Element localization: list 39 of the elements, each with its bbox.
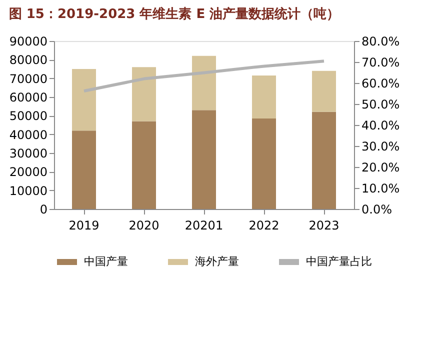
bar [72, 69, 96, 131]
legend-label: 中国产量 [84, 255, 128, 268]
y2-tick-label: 50.0% [362, 98, 400, 112]
bar [132, 121, 156, 209]
chart-title: 图 15：2019-2023 年维生素 E 油产量数据统计（吨） [8, 6, 340, 22]
legend-label: 海外产量 [195, 255, 239, 268]
x-tick-label: 2019 [68, 218, 100, 232]
bar [252, 118, 276, 209]
y2-tick-label: 20.0% [362, 160, 400, 174]
y-tick-label: 0 [40, 202, 48, 216]
bar [252, 76, 276, 118]
x-tick-label: 20201 [184, 218, 224, 232]
bar [72, 130, 96, 209]
y-tick-label: 90000 [9, 34, 48, 48]
x-tick-label: 2022 [248, 218, 280, 232]
y-tick-label: 60000 [9, 90, 48, 104]
y-tick-label: 10000 [9, 184, 48, 198]
y2-tick-label: 30.0% [362, 140, 400, 154]
y2-tick-label: 0.0% [362, 202, 392, 216]
y-tick-label: 50000 [9, 109, 48, 124]
y-tick-label: 40000 [9, 128, 48, 142]
x-tick-label: 2020 [128, 218, 160, 232]
bar [192, 56, 216, 110]
y2-tick-label: 10.0% [362, 182, 400, 196]
bar [132, 67, 156, 122]
bar [312, 70, 336, 112]
y2-tick-label: 40.0% [362, 118, 400, 132]
y2-tick-label: 70.0% [362, 56, 400, 70]
y-tick-label: 80000 [9, 53, 48, 68]
x-tick-label: 2023 [308, 218, 340, 232]
bar [312, 112, 336, 209]
y-tick-label: 30000 [9, 146, 48, 160]
y-tick-label: 70000 [9, 72, 48, 86]
legend-label: 中国产量占比 [306, 255, 372, 268]
y2-tick-label: 80.0% [362, 34, 400, 48]
line-series [82, 60, 326, 92]
y-tick-label: 20000 [9, 165, 48, 180]
bar [192, 110, 216, 209]
y2-tick-label: 60.0% [362, 76, 400, 90]
